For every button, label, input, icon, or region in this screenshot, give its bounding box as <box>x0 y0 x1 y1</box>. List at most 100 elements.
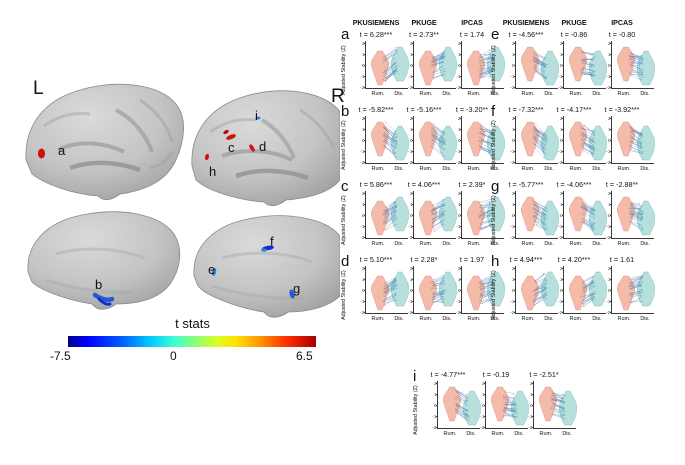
brain-surface-panel: L R <box>0 0 345 465</box>
data-point <box>467 410 469 412</box>
data-point <box>514 401 516 403</box>
paired-link-line <box>581 134 595 142</box>
source-header-row: PKUSIEMENS PKUGE IPCAS <box>340 18 500 30</box>
data-point <box>394 204 396 206</box>
data-point <box>395 62 397 64</box>
data-point <box>384 80 386 82</box>
data-point <box>442 51 444 53</box>
paired-link-line <box>583 148 595 155</box>
paired-link-line <box>433 292 444 295</box>
data-point <box>479 64 482 66</box>
data-point <box>492 299 494 301</box>
data-point <box>546 282 548 285</box>
data-point <box>534 208 536 210</box>
y-tick-mark <box>459 140 462 141</box>
data-point <box>641 137 643 139</box>
data-point <box>562 401 564 403</box>
y-tick-label: -1 <box>606 224 611 229</box>
paired-link-line <box>482 75 491 78</box>
data-point <box>543 73 545 75</box>
panel-letter-e: e <box>491 26 500 43</box>
paired-link-line <box>584 221 594 230</box>
violin-svg <box>617 196 655 236</box>
paired-link-line <box>534 130 544 141</box>
data-point <box>489 151 491 153</box>
y-tick-label: -1 <box>456 224 461 229</box>
data-point <box>466 416 468 418</box>
data-point <box>395 223 397 225</box>
y-tick-mark <box>483 394 486 395</box>
y-tick-mark <box>531 394 534 395</box>
data-point <box>433 70 435 72</box>
stat-value-pkuge: t = -4.06*** <box>556 180 592 189</box>
data-point <box>583 303 585 305</box>
paired-link-line <box>534 201 547 209</box>
violin-svg <box>521 271 559 311</box>
paired-link-line <box>583 202 595 211</box>
paired-link-line <box>480 288 492 295</box>
data-point <box>490 278 492 280</box>
data-point <box>442 301 445 303</box>
paired-link-line <box>431 133 446 141</box>
data-point <box>582 146 584 148</box>
data-point <box>641 133 643 135</box>
paired-link-line <box>433 66 443 73</box>
x-axis-line <box>563 313 606 314</box>
data-point <box>544 134 546 136</box>
data-point <box>457 392 459 394</box>
paired-link-line <box>630 141 642 149</box>
y-tick-mark <box>561 43 564 44</box>
violin-rumination <box>569 275 587 311</box>
paired-link-line <box>533 142 545 154</box>
data-point <box>432 207 434 209</box>
data-point <box>393 297 395 299</box>
data-point <box>533 295 535 297</box>
paired-link-line <box>384 58 395 68</box>
y-tick-label: 0 <box>455 138 461 143</box>
charts-row: Adjusted Stability (Z)210-1-2Rum.Dis.210… <box>491 116 670 178</box>
x-tick-label-rumination: Rum. <box>371 166 385 172</box>
paired-link-line <box>430 145 442 154</box>
violin-distraction <box>637 50 655 86</box>
y-axis-label: Adjusted Stability (Z) <box>341 270 347 320</box>
violin-plot-area <box>415 191 457 239</box>
charts-row: Adjusted Stability (Z)210-1-2Rum.Dis.210… <box>341 191 505 253</box>
data-point <box>382 79 384 81</box>
data-point <box>543 286 545 288</box>
data-point <box>492 61 494 63</box>
data-point <box>582 204 584 206</box>
paired-link-line <box>584 219 594 225</box>
data-point <box>490 133 492 135</box>
data-point <box>433 281 435 283</box>
data-point <box>441 296 444 298</box>
y-tick-label: -2 <box>480 425 485 430</box>
data-point <box>533 49 535 51</box>
stat-row: t = -4.56*** t = -0.86 t = -0.80 <box>503 30 670 41</box>
data-point <box>641 275 643 277</box>
data-point <box>478 216 480 218</box>
data-point <box>641 68 643 70</box>
data-point <box>443 282 445 284</box>
data-point <box>591 69 593 71</box>
x-axis-line <box>413 313 456 314</box>
data-point <box>443 68 445 70</box>
paired-link-line <box>481 54 493 61</box>
y-tick-mark <box>561 118 564 119</box>
data-point <box>395 206 398 208</box>
paired-link-line <box>584 219 594 227</box>
data-point <box>543 157 545 159</box>
y-tick-mark <box>459 193 462 194</box>
data-point <box>491 67 493 69</box>
x-tick-label-rumination: Rum. <box>371 241 385 247</box>
y-tick-label: 1 <box>407 52 413 57</box>
paired-link-line <box>384 128 395 138</box>
paired-link-line <box>480 204 490 212</box>
data-point <box>443 55 445 57</box>
data-point <box>393 137 395 139</box>
data-point <box>467 409 469 411</box>
paired-link-line <box>581 205 593 212</box>
x-axis-line <box>533 428 576 429</box>
data-point <box>552 405 554 407</box>
plot-column-right: PKUSIEMENS PKUGE IPCAS e t = -4.56*** t = -0.… <box>490 18 670 330</box>
